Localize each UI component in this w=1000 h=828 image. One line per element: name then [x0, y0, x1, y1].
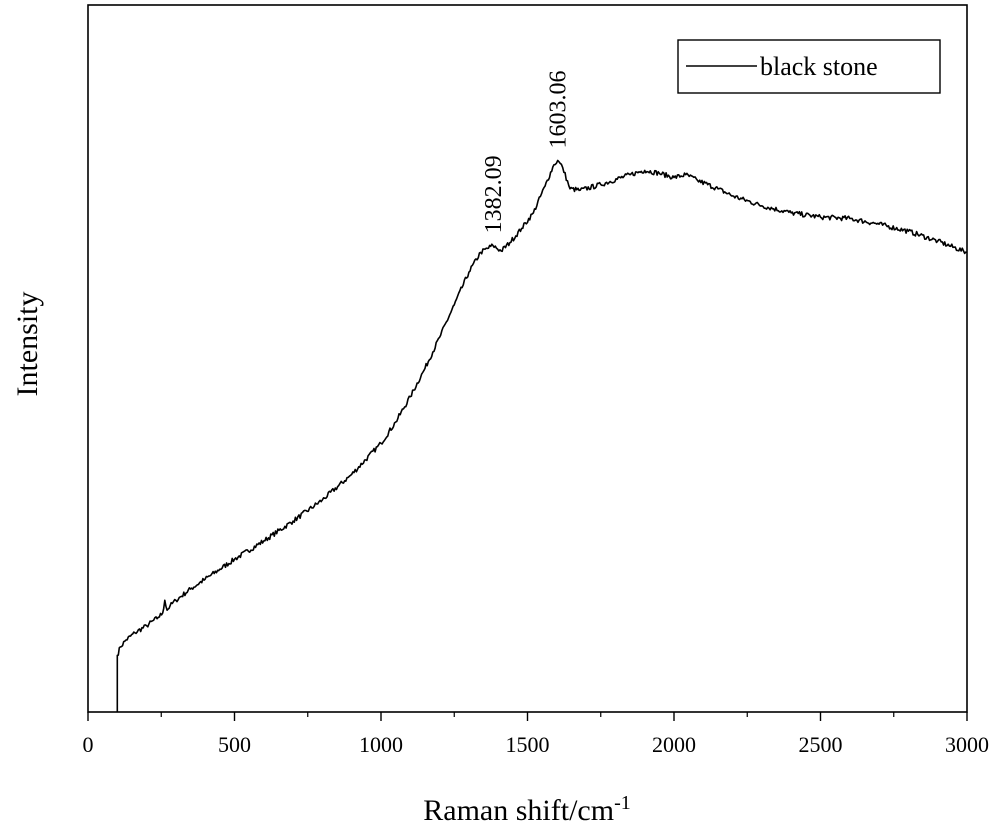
x-tick-label: 2000 — [652, 732, 696, 757]
x-tick-label: 0 — [83, 732, 94, 757]
x-axis-title-superscript: -1 — [614, 792, 631, 814]
peak-annotations: 1382.09 1603.06 — [481, 71, 572, 234]
spectrum-line — [116, 159, 968, 712]
x-tick-label: 500 — [218, 732, 251, 757]
x-tick-label: 2500 — [799, 732, 843, 757]
x-tick-label: 3000 — [945, 732, 989, 757]
x-axis-title: Raman shift/cm-1 — [423, 792, 630, 827]
peak-label: 1603.06 — [546, 71, 572, 149]
x-tick-label: 1500 — [506, 732, 550, 757]
legend: black stone — [677, 39, 941, 94]
peak-label: 1382.09 — [481, 155, 507, 233]
series-layer — [116, 159, 968, 712]
legend-label: black stone — [760, 52, 878, 81]
y-axis-title: Intensity — [11, 292, 44, 397]
x-tick-label: 1000 — [359, 732, 403, 757]
plot-frame — [87, 4, 968, 713]
x-axis-title-text: Raman shift/cm — [423, 794, 614, 827]
x-axis-ticks: 0 500 1000 1500 2000 2500 3000 — [83, 712, 989, 757]
